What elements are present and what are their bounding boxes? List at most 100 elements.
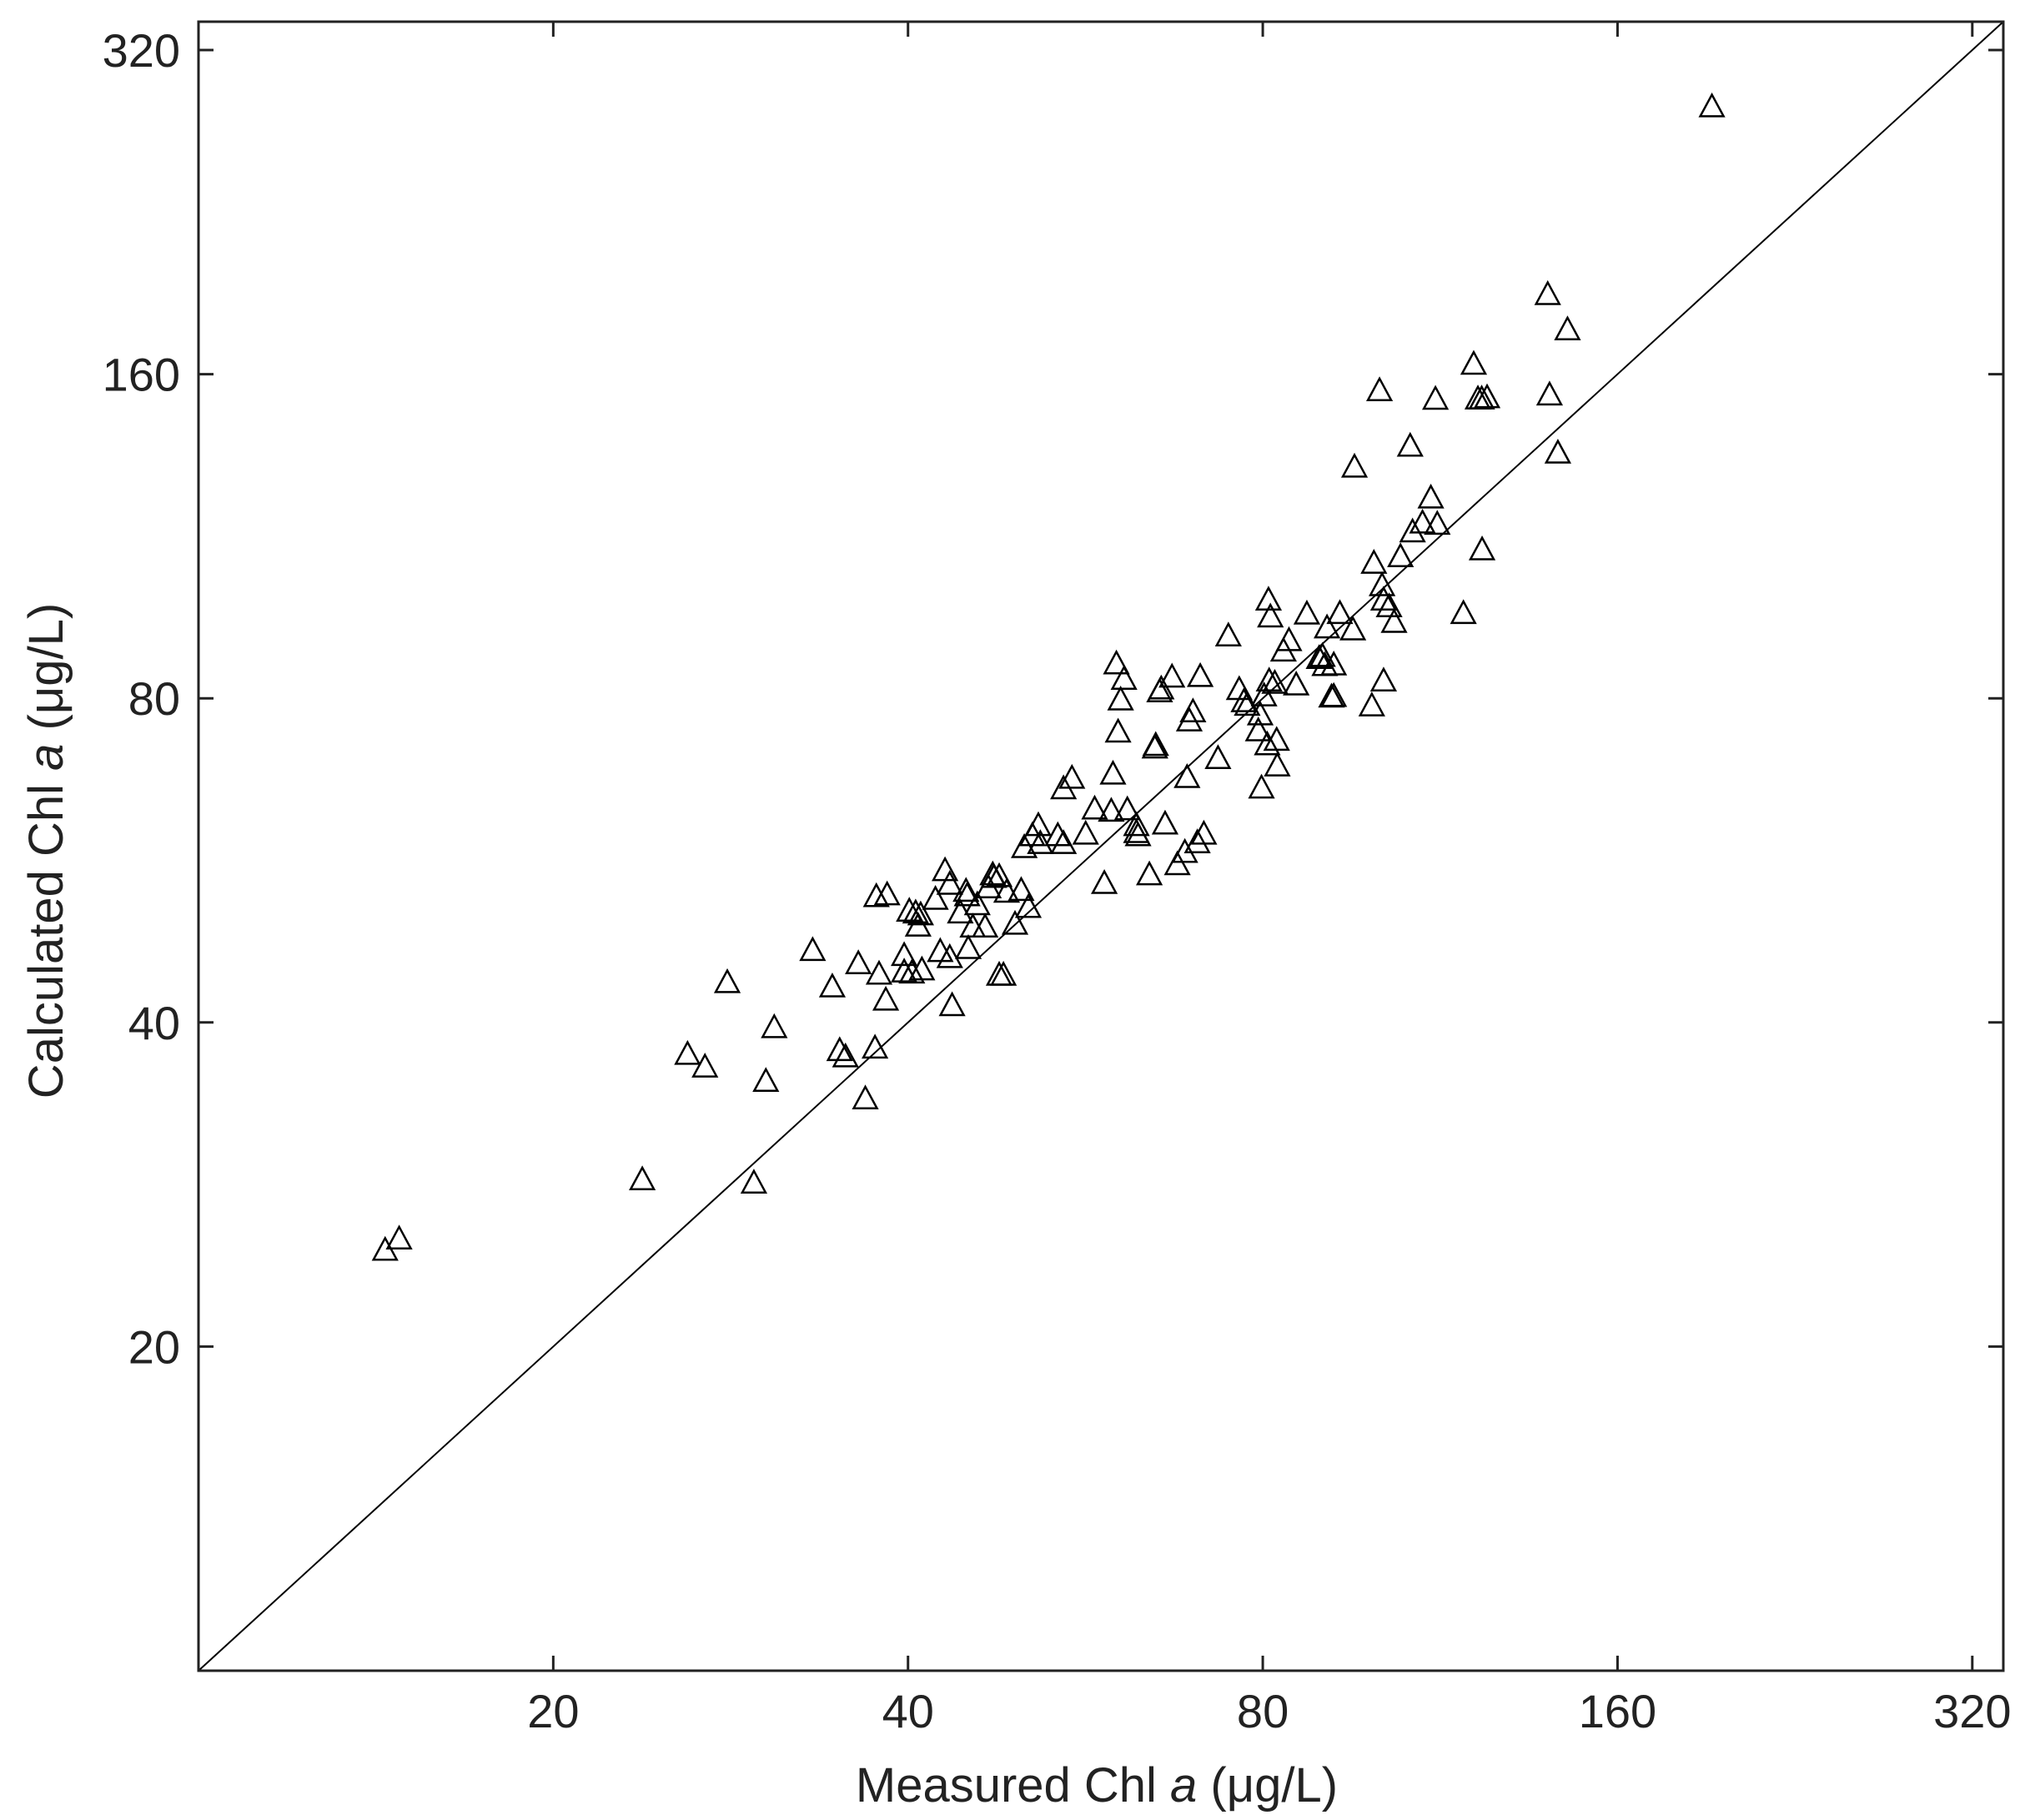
data-point-triangle (1275, 626, 1303, 651)
data-point-triangle (1369, 666, 1398, 692)
data-point-triangle (1473, 383, 1501, 409)
data-point-triangle (1450, 599, 1477, 625)
data-point-triangle (1326, 599, 1354, 625)
data-point-triangle (1305, 644, 1333, 670)
data-point-triangle (1309, 641, 1336, 667)
data-points (371, 92, 1726, 1261)
data-point-triangle (1340, 452, 1369, 478)
data-point-triangle (1360, 549, 1388, 574)
x-tick-label: 320 (1933, 1685, 2011, 1737)
data-point-triangle (1103, 649, 1130, 675)
data-point-triangle (1254, 730, 1281, 756)
data-point-triangle (1264, 752, 1291, 777)
data-point-triangle (1460, 349, 1488, 375)
data-point-triangle (845, 949, 872, 974)
data-point-triangle (972, 913, 999, 938)
data-point-triangle (1387, 542, 1415, 568)
data-point-triangle (852, 1084, 879, 1110)
data-point-triangle (1081, 794, 1108, 820)
data-point-triangle (1535, 380, 1564, 406)
data-point-triangle (936, 870, 963, 895)
x-axis-title-italic: a (1170, 1758, 1197, 1812)
x-axis-title-main: Measured Chl (856, 1758, 1170, 1812)
data-point-triangle (1204, 744, 1232, 770)
axis-tick-labels: 20 40 80 160 320 20 40 80 160 320 (103, 24, 2012, 1737)
data-point-triangle (922, 885, 949, 910)
data-point-triangle (1554, 315, 1581, 340)
data-point-triangle (1250, 681, 1278, 706)
data-point-triangle (1468, 535, 1496, 561)
y-tick-label: 80 (128, 672, 180, 725)
data-point-triangle (1358, 691, 1385, 716)
y-axis-title-italic: a (19, 744, 73, 771)
data-point-triangle (1369, 571, 1396, 596)
x-tick-label: 80 (1237, 1685, 1289, 1737)
data-point-triangle (896, 897, 923, 922)
data-point-triangle (1263, 726, 1290, 752)
data-point-triangle (1214, 621, 1242, 647)
data-point-triangle (1007, 876, 1035, 902)
data-point-triangle (898, 958, 926, 984)
data-point-triangle (1369, 586, 1398, 611)
data-point-triangle (1136, 860, 1163, 886)
one-to-one-reference-line (198, 21, 2004, 1672)
data-point-triangle (1183, 828, 1211, 853)
data-point-triangle (799, 936, 827, 962)
data-point-triangle (629, 1165, 656, 1191)
data-point-triangle (1014, 892, 1043, 918)
data-point-triangle (1113, 795, 1141, 821)
data-point-triangle (1396, 431, 1424, 457)
data-point-triangle (1409, 508, 1436, 534)
data-point-triangle (1417, 483, 1445, 509)
data-point-triangle (891, 958, 918, 983)
data-point-triangle (902, 898, 929, 924)
data-point-triangle (1175, 706, 1203, 732)
data-point-triangle (761, 1013, 788, 1038)
y-axis-title-unit: (μg/L) (19, 603, 73, 744)
data-point-triangle (1698, 92, 1726, 118)
data-point-triangle (1044, 821, 1072, 847)
y-axis-title-main: Calculated Chl (19, 771, 73, 1099)
data-point-triangle (1320, 651, 1348, 676)
data-point-triangle (1248, 773, 1275, 799)
data-point-triangle (1422, 385, 1450, 410)
data-point-triangle (985, 862, 1013, 887)
data-point-triangle (1380, 607, 1408, 633)
data-point-triangle (907, 900, 934, 926)
data-point-triangle (818, 973, 847, 998)
data-point-triangle (992, 877, 1021, 903)
data-point-triangle (1244, 716, 1272, 742)
data-point-triangle (1098, 797, 1125, 822)
data-point-triangle (1104, 717, 1132, 743)
data-point-triangle (1011, 832, 1038, 858)
data-point-triangle (990, 960, 1018, 986)
data-point-triangle (826, 1036, 853, 1062)
data-point-triangle (1544, 438, 1572, 464)
data-point-triangle (1072, 819, 1099, 845)
data-point-triangle (862, 882, 890, 907)
data-point-triangle (1027, 829, 1054, 854)
data-point-triangle (1058, 763, 1086, 789)
data-point-triangle (832, 1042, 859, 1068)
data-point-triangle (691, 1053, 719, 1078)
data-point-triangle (1173, 762, 1201, 788)
data-point-triangle (1107, 685, 1134, 711)
data-point-triangle (872, 985, 900, 1011)
data-point-triangle (1339, 615, 1367, 641)
x-axis-title-unit: (μg/L) (1197, 1758, 1338, 1812)
data-point-triangle (953, 881, 981, 907)
data-point-triangle (1091, 868, 1118, 894)
data-point-triangle (1158, 662, 1186, 688)
data-point-triangle (1320, 681, 1348, 707)
data-point-triangle (1151, 809, 1179, 835)
data-point-triangle (1123, 811, 1150, 837)
data-point-triangle (752, 1067, 780, 1093)
data-point-triangle (938, 991, 966, 1017)
data-point-triangle (1283, 670, 1310, 696)
data-point-triangle (1001, 909, 1029, 935)
data-point-triangle (908, 955, 936, 981)
y-tick-label: 40 (128, 997, 180, 1049)
data-point-triangle (862, 1033, 889, 1059)
